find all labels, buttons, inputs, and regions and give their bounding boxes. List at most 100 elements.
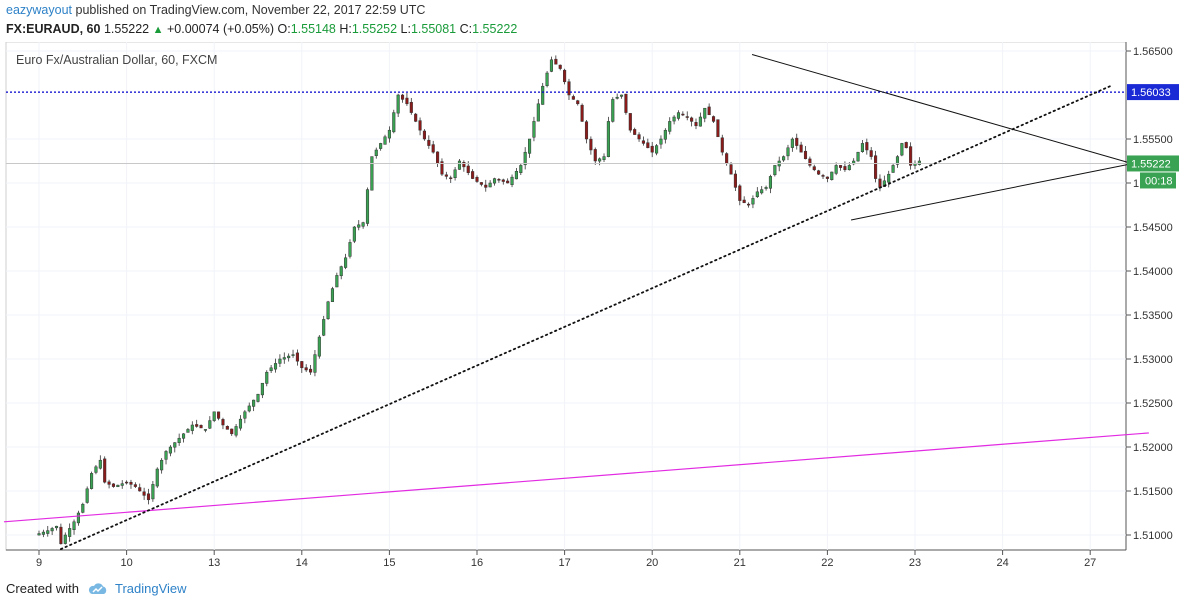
- price-chart[interactable]: 1.565001.555001.550001.545001.540001.535…: [0, 42, 1184, 574]
- candle-body: [422, 130, 426, 140]
- candle-body: [90, 473, 94, 489]
- horizontal-line-price-label-bg: [1127, 84, 1179, 101]
- candle-body: [690, 117, 694, 122]
- candle-body: [895, 156, 900, 165]
- author-link[interactable]: eazywayout: [6, 3, 73, 17]
- candle-body: [400, 94, 405, 100]
- candle-body: [151, 484, 155, 500]
- candle-body: [164, 451, 168, 460]
- candle-body: [506, 180, 510, 184]
- candle-body: [396, 94, 400, 114]
- y-tick-label: 1.53000: [1133, 354, 1173, 366]
- low-label: L:: [397, 22, 411, 36]
- candle-body: [41, 531, 45, 535]
- tradingview-brand-link[interactable]: TradingView: [114, 581, 187, 596]
- grid: [6, 42, 1126, 550]
- candle-body: [593, 149, 597, 162]
- candle-body: [287, 355, 291, 359]
- candle-body: [817, 170, 821, 175]
- candle-body: [904, 142, 908, 149]
- candle-body: [628, 113, 632, 131]
- tradingview-cloud-icon[interactable]: [87, 582, 109, 596]
- last-price-text: 1.55222: [100, 22, 150, 36]
- footer: Created with TradingView: [6, 581, 187, 596]
- candle-body: [725, 153, 729, 164]
- candle-body: [436, 151, 440, 164]
- candle-body: [409, 101, 413, 113]
- candle-body: [764, 187, 768, 189]
- candle-body: [694, 122, 698, 127]
- candle-body: [900, 143, 904, 156]
- candle-body: [576, 100, 580, 105]
- candle-body: [344, 257, 348, 268]
- candle-body: [799, 144, 803, 153]
- candle-body: [125, 481, 129, 484]
- candle-body: [326, 301, 330, 320]
- candle-body: [111, 483, 116, 487]
- candle-body: [650, 145, 654, 153]
- candle-body: [238, 418, 243, 429]
- candle-body: [46, 530, 50, 534]
- candle-body: [685, 116, 689, 118]
- candle-body: [265, 371, 269, 384]
- y-tick-label: 1.55500: [1133, 134, 1173, 146]
- candle-body: [795, 137, 799, 146]
- candle-body: [655, 145, 659, 154]
- candle-body: [94, 466, 98, 473]
- candle-body: [869, 150, 873, 157]
- drawings: [3, 54, 1149, 550]
- candle-body: [273, 363, 278, 370]
- candle-body: [177, 437, 181, 444]
- candle-body: [891, 165, 895, 173]
- candle-body: [528, 138, 532, 154]
- candle-body: [387, 129, 391, 139]
- candle-body: [492, 178, 497, 184]
- candle-body: [225, 426, 229, 430]
- candle-body: [782, 156, 786, 161]
- candle-body: [54, 525, 59, 529]
- candle-body: [580, 104, 584, 122]
- candle-body: [186, 429, 190, 433]
- candle-body: [72, 521, 76, 530]
- countdown-label: 00:18: [1145, 175, 1173, 187]
- candle-body: [633, 129, 637, 135]
- x-tick-label: 14: [296, 557, 308, 569]
- candle-body: [676, 112, 681, 119]
- candle-body: [138, 487, 142, 492]
- candle-body: [116, 484, 120, 488]
- created-with-text: Created with: [6, 581, 79, 596]
- candle-body: [878, 178, 882, 188]
- candle-body: [374, 149, 378, 156]
- candle-body: [668, 121, 672, 132]
- x-tick-label: 17: [558, 557, 570, 569]
- candle-body: [392, 112, 396, 133]
- candle-body: [624, 93, 628, 113]
- dotted-trendline: [60, 84, 1113, 550]
- candle-body: [278, 358, 282, 364]
- candle-body: [738, 185, 742, 201]
- candle-body: [619, 94, 624, 97]
- candle-body: [558, 64, 562, 69]
- candle-body: [589, 138, 593, 151]
- candle-body: [549, 59, 554, 72]
- candle-body: [68, 528, 72, 537]
- candle-body: [567, 81, 571, 96]
- candle-body: [803, 150, 808, 160]
- candle-body: [825, 176, 829, 179]
- high-value: 1.55252: [351, 22, 398, 36]
- x-axis-ticks: 9 10 13 14 15 16 17 20 21 22 23 24 27: [36, 550, 1096, 569]
- candle-body: [317, 336, 321, 357]
- candle-body: [282, 357, 286, 360]
- candle-body: [449, 177, 453, 179]
- candle-body: [431, 144, 435, 153]
- candle-body: [208, 420, 212, 429]
- candle-body: [475, 176, 479, 182]
- candle-body: [484, 184, 488, 188]
- candle-body: [611, 99, 615, 122]
- candle-body: [773, 165, 777, 176]
- candle-body: [230, 428, 234, 435]
- low-value: 1.55081: [410, 22, 457, 36]
- candle-body: [160, 459, 164, 471]
- candle-body: [681, 113, 685, 116]
- plot-area[interactable]: [5, 42, 1127, 551]
